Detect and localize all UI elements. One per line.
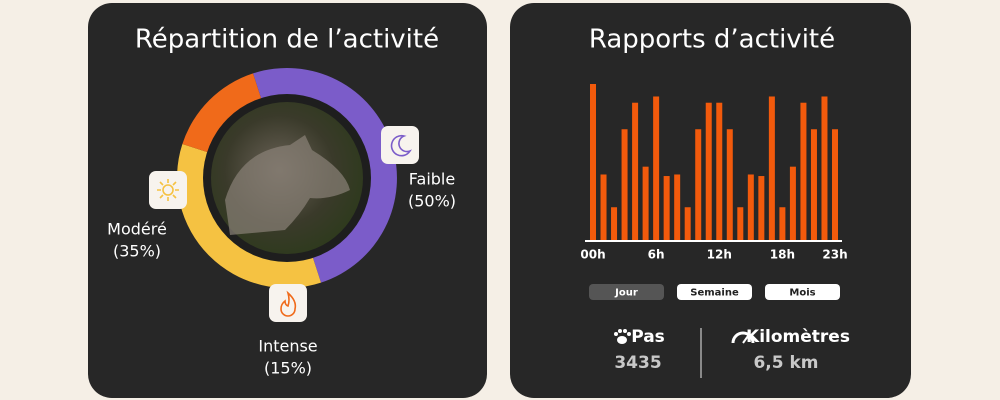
bar xyxy=(726,129,733,240)
bar xyxy=(590,84,596,240)
segment-value: (50%) xyxy=(408,192,456,211)
bar xyxy=(684,207,691,240)
tab-label: Semaine xyxy=(690,288,739,299)
bar xyxy=(695,129,702,240)
bar xyxy=(611,207,618,240)
segment-value: (15%) xyxy=(264,359,312,378)
bar xyxy=(810,129,817,240)
bar xyxy=(642,166,649,240)
card-title: Rapports d’activité xyxy=(589,25,835,55)
bar xyxy=(621,129,628,240)
bar xyxy=(674,174,681,240)
bar xyxy=(716,102,723,240)
bar xyxy=(800,102,807,240)
stat-value: 3435 xyxy=(614,353,661,373)
bar xyxy=(758,176,765,240)
tab-button[interactable] xyxy=(677,284,752,300)
x-tick-label: 12h xyxy=(707,248,732,262)
segment-label: Intense xyxy=(258,337,317,356)
x-tick-label: 6h xyxy=(648,248,665,262)
bar xyxy=(663,176,670,240)
bar xyxy=(768,96,775,240)
bar xyxy=(779,207,786,240)
x-tick-label: 00h xyxy=(580,248,605,262)
bar xyxy=(632,102,639,240)
bar xyxy=(705,102,712,240)
stat-label: Pas xyxy=(631,327,665,347)
stat-value: 6,5 km xyxy=(753,353,818,373)
segment-label: Faible xyxy=(409,170,455,189)
bar xyxy=(653,96,660,240)
donut-segment xyxy=(182,73,262,153)
bar xyxy=(737,207,744,240)
card-title: Répartition de l’activité xyxy=(135,25,439,55)
tab-label: Mois xyxy=(789,288,815,299)
x-tick-label: 18h xyxy=(770,248,795,262)
bar xyxy=(832,129,838,240)
dog-silhouette xyxy=(225,135,350,235)
icon-speedometer xyxy=(731,331,755,344)
stat-label: Kilomètres xyxy=(746,327,850,347)
bar xyxy=(600,174,607,240)
x-tick-label: 23h xyxy=(822,248,847,262)
icon-flame xyxy=(269,284,307,322)
tab-button[interactable] xyxy=(589,284,664,300)
icon-moon xyxy=(381,126,419,164)
bar xyxy=(789,166,796,240)
icon-paw xyxy=(614,329,631,344)
donut-segment xyxy=(177,144,321,288)
bar xyxy=(821,96,828,240)
segment-value: (35%) xyxy=(113,242,161,261)
tab-label: Jour xyxy=(614,288,638,299)
icon-sun xyxy=(149,171,187,209)
segment-label: Modéré xyxy=(107,220,167,239)
donut-segment xyxy=(253,68,397,283)
bar xyxy=(747,174,754,240)
tab-button[interactable] xyxy=(765,284,840,300)
